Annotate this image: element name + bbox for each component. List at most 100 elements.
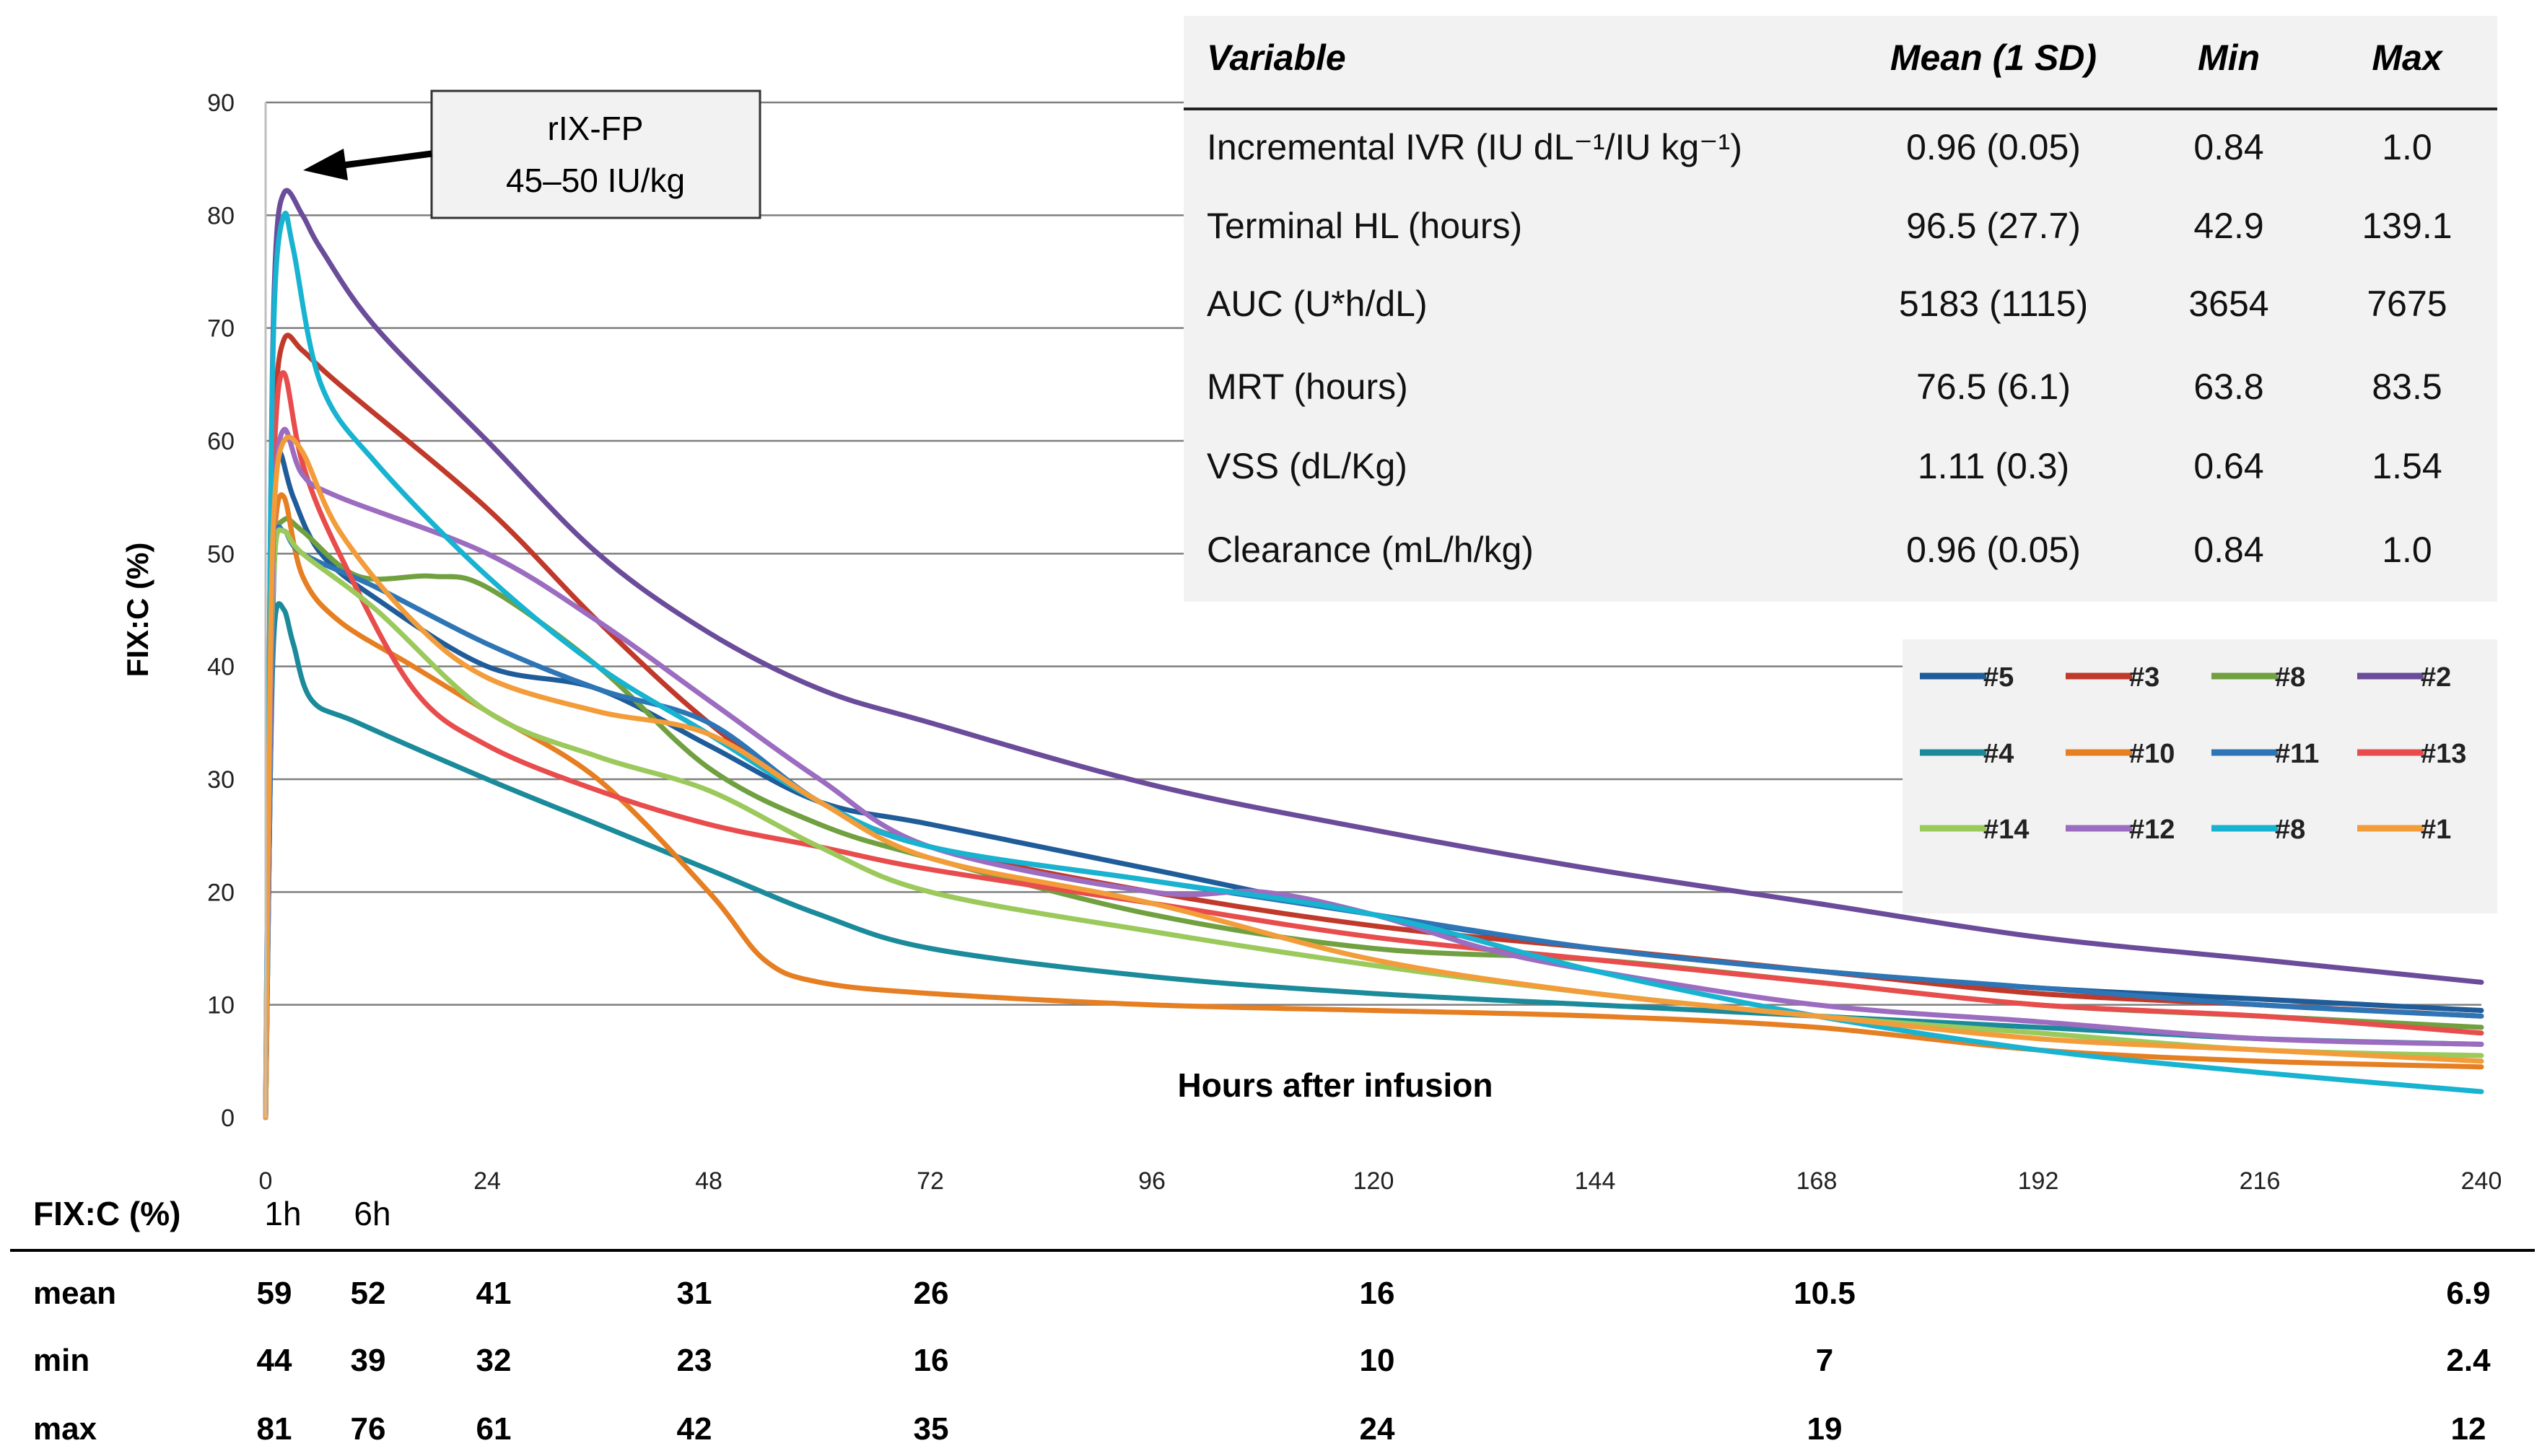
series-line-12 xyxy=(263,434,2484,1120)
summary-row-min: min xyxy=(33,1343,89,1378)
param-cell-4-0: VSS (dL/Kg) xyxy=(1207,446,1407,486)
x-tick-labels: 0 24 48 72 96 120 144 168 192 216 240 xyxy=(259,1167,2502,1195)
y-tick-labels: 0 10 20 30 40 50 60 70 80 90 xyxy=(207,89,235,1132)
param-cell-5-0: Clearance (mL/h/kg) xyxy=(1207,530,1534,570)
x-tick-72: 72 xyxy=(917,1167,944,1195)
param-cell-4-1: 1.11 (0.3) xyxy=(1918,446,2069,486)
summary-max-2: 61 xyxy=(476,1411,512,1447)
annotation-box xyxy=(430,89,761,219)
summary-mean-4: 26 xyxy=(914,1276,949,1311)
legend-label-8: #13 xyxy=(2421,739,2466,769)
y-tick-30: 30 xyxy=(207,766,235,794)
legend-label-11: #8 xyxy=(2275,815,2305,845)
summary-min-4: 16 xyxy=(914,1343,949,1378)
legend-label-2: #3 xyxy=(2129,662,2159,693)
summary-row-mean: mean xyxy=(33,1276,116,1311)
summary-max-6: 19 xyxy=(1807,1411,1843,1447)
annotation-arrow-head xyxy=(303,149,348,180)
summary-max-5: 24 xyxy=(1360,1411,1395,1447)
summary-min-3: 23 xyxy=(677,1343,712,1378)
annotation-arrow-shaft xyxy=(337,150,432,170)
summary-time-1h: 1h xyxy=(264,1195,301,1232)
param-cell-1-1: 96.5 (27.7) xyxy=(1906,206,2081,246)
y-tick-80: 80 xyxy=(207,202,235,229)
x-tick-24: 24 xyxy=(473,1167,501,1195)
param-cell-5-2: 0.84 xyxy=(2193,530,2263,570)
x-tick-96: 96 xyxy=(1138,1167,1166,1195)
series-line-11 xyxy=(263,211,2484,1120)
summary-table: FIX:C (%) 1h 6h mean 59 52 41 31 26 16 10.5 6.9 min 4… xyxy=(33,1195,2491,1447)
legend: #5 #3 #8 #2 #4 #10 #11 #13 #14 #12 #8 #1 xyxy=(1920,662,2466,845)
series-line-9 xyxy=(263,527,2484,1120)
summary-mean-3: 31 xyxy=(677,1276,712,1311)
param-cell-0-2: 0.84 xyxy=(2193,127,2263,167)
summary-mean-0: 59 xyxy=(257,1276,292,1311)
y-tick-0: 0 xyxy=(221,1105,235,1132)
param-cell-2-0: AUC (U*h/dL) xyxy=(1207,284,1428,324)
summary-min-5: 10 xyxy=(1360,1343,1395,1378)
param-header-1: Mean (1 SD) xyxy=(1890,38,2097,78)
y-tick-40: 40 xyxy=(207,654,235,681)
x-tick-144: 144 xyxy=(1575,1167,1616,1195)
summary-label: FIX:C (%) xyxy=(33,1195,180,1232)
param-cell-2-3: 7675 xyxy=(2367,284,2447,324)
series-line-8 xyxy=(263,370,2484,1120)
summary-min-6: 7 xyxy=(1816,1343,1833,1378)
y-tick-90: 90 xyxy=(207,89,235,117)
annotation-line-1: rIX-FP xyxy=(548,110,644,147)
x-tick-168: 168 xyxy=(1796,1167,1838,1195)
param-cell-0-3: 1.0 xyxy=(2382,127,2432,167)
series-lines xyxy=(263,188,2484,1120)
summary-mean-1: 52 xyxy=(351,1276,386,1311)
legend-label-12: #1 xyxy=(2421,815,2451,845)
param-cell-3-1: 76.5 (6.1) xyxy=(1916,367,2071,407)
summary-min-1: 39 xyxy=(351,1343,386,1378)
x-tick-216: 216 xyxy=(2240,1167,2281,1195)
x-tick-192: 192 xyxy=(2018,1167,2059,1195)
summary-mean-7: 6.9 xyxy=(2446,1276,2490,1311)
x-axis-label: Hours after infusion xyxy=(1177,1066,1493,1104)
param-cell-1-3: 139.1 xyxy=(2362,206,2452,246)
series-line-5 xyxy=(263,601,2484,1120)
y-tick-70: 70 xyxy=(207,315,235,343)
y-tick-10: 10 xyxy=(207,992,235,1019)
param-table-bg xyxy=(1184,16,2497,602)
param-cell-4-2: 0.64 xyxy=(2193,446,2263,486)
x-tick-120: 120 xyxy=(1353,1167,1394,1195)
summary-min-2: 32 xyxy=(476,1343,512,1378)
legend-label-1: #5 xyxy=(1983,662,2014,693)
param-cell-3-3: 83.5 xyxy=(2372,367,2442,407)
legend-label-9: #14 xyxy=(1983,815,2029,845)
series-line-6 xyxy=(263,492,2484,1120)
legend-label-7: #11 xyxy=(2275,739,2319,769)
legend-box xyxy=(1903,639,2497,913)
summary-min-7: 2.4 xyxy=(2446,1343,2491,1378)
param-header-3: Max xyxy=(2372,38,2443,78)
summary-max-7: 12 xyxy=(2451,1411,2486,1447)
param-cell-3-0: MRT (hours) xyxy=(1207,367,1408,407)
param-header-0: Variable xyxy=(1207,38,1346,78)
summary-min-0: 44 xyxy=(257,1343,292,1378)
legend-label-10: #12 xyxy=(2129,815,2175,845)
summary-max-1: 76 xyxy=(351,1411,386,1447)
param-table: Variable Mean (1 SD) Min Max Incremental IVR… xyxy=(1207,38,2453,570)
param-cell-5-1: 0.96 (0.05) xyxy=(1906,530,2081,570)
param-cell-5-3: 1.0 xyxy=(2382,530,2432,570)
y-tick-60: 60 xyxy=(207,428,235,455)
param-cell-0-1: 0.96 (0.05) xyxy=(1906,127,2081,167)
param-cell-2-2: 3654 xyxy=(2188,284,2268,324)
param-cell-4-3: 1.54 xyxy=(2372,446,2442,486)
summary-row-max: max xyxy=(33,1411,97,1447)
legend-label-3: #8 xyxy=(2275,662,2305,693)
param-header-2: Min xyxy=(2198,38,2260,78)
legend-label-6: #10 xyxy=(2129,739,2175,769)
summary-mean-5: 16 xyxy=(1360,1276,1395,1311)
y-axis-label: FIX:C (%) xyxy=(121,543,154,677)
param-cell-2-1: 5183 (1115) xyxy=(1899,284,2088,324)
param-cell-0-0: Incremental IVR (IU dL⁻¹/IU kg⁻¹) xyxy=(1207,127,1742,167)
y-tick-20: 20 xyxy=(207,879,235,906)
param-cell-1-2: 42.9 xyxy=(2193,206,2263,246)
summary-mean-2: 41 xyxy=(476,1276,512,1311)
summary-mean-6: 10.5 xyxy=(1794,1276,1856,1311)
